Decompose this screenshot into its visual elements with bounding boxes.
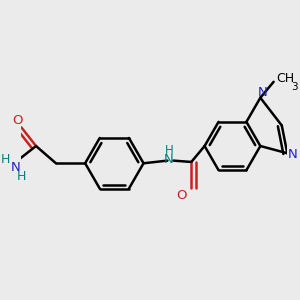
Text: 3: 3 [292,82,298,92]
Text: N: N [164,153,174,166]
Text: N: N [258,86,267,100]
Text: O: O [12,114,23,127]
Text: CH: CH [277,72,295,85]
Text: H: H [17,169,26,182]
Text: H: H [1,153,10,166]
Text: O: O [176,189,187,202]
Text: N: N [288,148,298,161]
Text: H: H [165,144,174,157]
Text: N: N [11,161,21,174]
